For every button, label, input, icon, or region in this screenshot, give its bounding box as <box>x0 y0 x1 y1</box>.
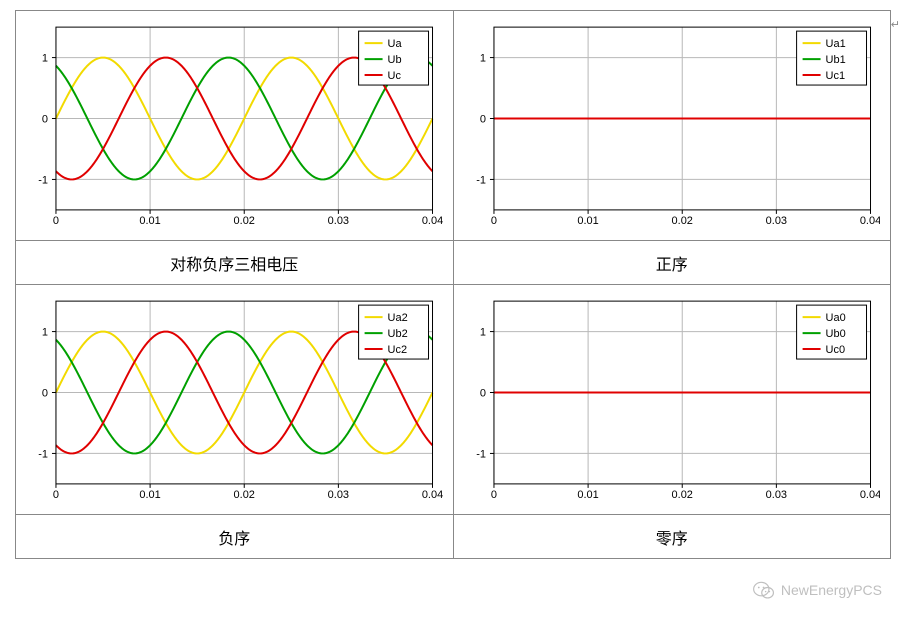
wechat-icon <box>753 581 775 599</box>
svg-text:0: 0 <box>53 215 59 227</box>
svg-text:Ua1: Ua1 <box>825 38 845 50</box>
svg-text:0.04: 0.04 <box>422 215 443 227</box>
svg-text:0: 0 <box>490 215 496 227</box>
svg-text:0: 0 <box>53 489 59 501</box>
svg-text:0: 0 <box>42 114 48 126</box>
svg-text:1: 1 <box>479 53 485 65</box>
svg-text:-1: -1 <box>476 174 486 186</box>
svg-text:-1: -1 <box>38 174 48 186</box>
svg-text:0.02: 0.02 <box>234 215 255 227</box>
svg-text:Ub0: Ub0 <box>825 328 845 340</box>
caption-top-right: 正序 <box>453 241 891 285</box>
chart-bottom-right: 0 0.01 0.02 0.03 0.04 -1 0 1 Ua0 Ub0 Uc0 <box>460 293 881 506</box>
svg-text:-1: -1 <box>476 448 486 460</box>
return-glyph-icon: ↵ <box>891 18 900 31</box>
caption-bottom-right: 零序 <box>453 515 891 559</box>
chart-cell-top-left: 0 0.01 0.02 0.03 0.04 -1 0 1 Ua Ub Uc <box>16 11 454 241</box>
svg-text:1: 1 <box>479 327 485 339</box>
watermark: NewEnergyPCS <box>753 581 882 599</box>
svg-text:Uc0: Uc0 <box>825 344 845 356</box>
svg-text:0.04: 0.04 <box>859 215 880 227</box>
svg-text:Uc1: Uc1 <box>825 70 845 82</box>
svg-text:0.01: 0.01 <box>577 215 598 227</box>
svg-text:0: 0 <box>42 388 48 400</box>
caption-bottom-left: 负序 <box>16 515 454 559</box>
svg-text:Ub: Ub <box>388 54 402 66</box>
svg-text:0.04: 0.04 <box>859 489 880 501</box>
svg-text:0.03: 0.03 <box>328 215 349 227</box>
chart-cell-top-right: 0 0.01 0.02 0.03 0.04 -1 0 1 Ua1 Ub1 Uc1 <box>453 11 891 241</box>
svg-text:0.02: 0.02 <box>234 489 255 501</box>
svg-text:0.02: 0.02 <box>671 215 692 227</box>
svg-text:0.01: 0.01 <box>139 215 160 227</box>
charts-grid: 0 0.01 0.02 0.03 0.04 -1 0 1 Ua Ub Uc 0 0.01 0.02 0.0… <box>15 10 891 559</box>
svg-text:0: 0 <box>490 489 496 501</box>
svg-text:0.01: 0.01 <box>577 489 598 501</box>
svg-text:1: 1 <box>42 327 48 339</box>
chart-cell-bottom-right: 0 0.01 0.02 0.03 0.04 -1 0 1 Ua0 Ub0 Uc0 <box>453 285 891 515</box>
svg-text:0: 0 <box>479 388 485 400</box>
svg-text:Uc: Uc <box>388 70 402 82</box>
svg-text:Ub2: Ub2 <box>388 328 408 340</box>
chart-top-left: 0 0.01 0.02 0.03 0.04 -1 0 1 Ua Ub Uc <box>22 19 443 232</box>
chart-top-right: 0 0.01 0.02 0.03 0.04 -1 0 1 Ua1 Ub1 Uc1 <box>460 19 881 232</box>
svg-text:-1: -1 <box>38 448 48 460</box>
chart-bottom-left: 0 0.01 0.02 0.03 0.04 -1 0 1 Ua2 Ub2 Uc2 <box>22 293 443 506</box>
svg-text:0: 0 <box>479 114 485 126</box>
svg-text:Ua: Ua <box>388 38 403 50</box>
svg-text:0.02: 0.02 <box>671 489 692 501</box>
svg-text:0.01: 0.01 <box>139 489 160 501</box>
watermark-text: NewEnergyPCS <box>781 582 882 598</box>
svg-text:Ua0: Ua0 <box>825 312 845 324</box>
svg-text:Uc2: Uc2 <box>388 344 408 356</box>
svg-text:0.04: 0.04 <box>422 489 443 501</box>
svg-text:0.03: 0.03 <box>328 489 349 501</box>
svg-text:Ub1: Ub1 <box>825 54 845 66</box>
caption-top-left: 对称负序三相电压 <box>16 241 454 285</box>
svg-text:0.03: 0.03 <box>765 215 786 227</box>
svg-text:Ua2: Ua2 <box>388 312 408 324</box>
chart-cell-bottom-left: 0 0.01 0.02 0.03 0.04 -1 0 1 Ua2 Ub2 Uc2 <box>16 285 454 515</box>
svg-text:0.03: 0.03 <box>765 489 786 501</box>
svg-text:1: 1 <box>42 53 48 65</box>
